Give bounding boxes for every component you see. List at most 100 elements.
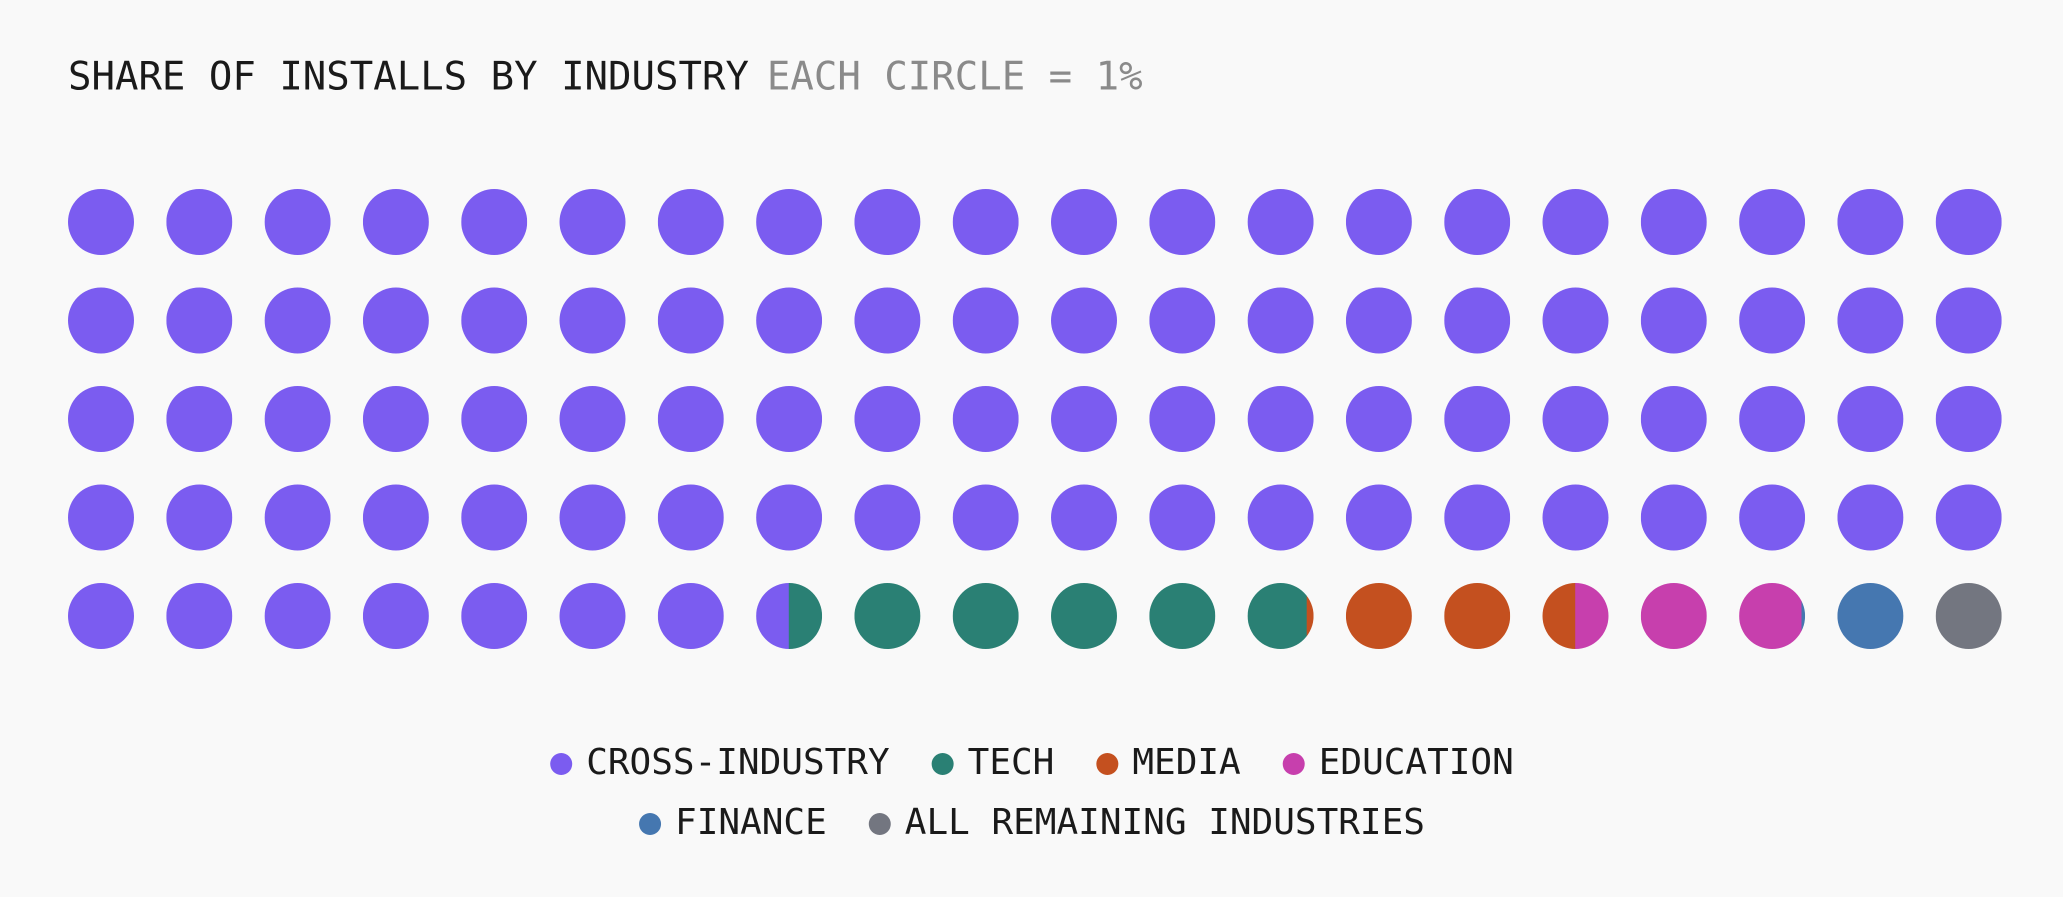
waffle-cell [952,189,1019,255]
legend-swatch [1282,753,1305,775]
waffle-cell [657,386,724,452]
waffle-cell [1444,287,1511,354]
waffle-cell [1149,583,1216,649]
waffle-cell [1149,287,1216,354]
legend-swatch [639,813,662,835]
waffle-cell [952,287,1019,354]
legend-swatch [931,753,954,775]
legend-label: ALL REMAINING INDUSTRIES [905,802,1425,843]
waffle-cell [657,583,724,649]
waffle-cell [264,386,331,452]
waffle-cell [166,583,233,649]
waffle-cell [1640,189,1707,255]
waffle-cell [1345,287,1412,354]
waffle-cell [1640,484,1707,551]
waffle-cell [461,583,528,649]
waffle-cell [1739,189,1806,255]
legend-swatch [1096,753,1119,775]
waffle-cell [1306,583,1314,649]
waffle-cell [1935,583,2002,649]
waffle-cell [1739,484,1806,551]
waffle-cell [559,386,626,452]
waffle-cell [1247,583,1307,649]
waffle-cell [461,189,528,255]
waffle-cell [1542,484,1609,551]
chart-subtitle: EACH CIRCLE = 1% [767,55,1143,100]
waffle-cell [1640,583,1707,649]
legend-item: EDUCATION [1282,742,1514,783]
waffle-cell [1149,386,1216,452]
waffle-cell [1640,386,1707,452]
waffle-cell [559,287,626,354]
waffle-cell [1935,189,2002,255]
waffle-cell [68,583,134,649]
waffle-cell [68,287,134,354]
waffle-cell [362,583,429,649]
waffle-cell [1837,189,1904,255]
waffle-cell [166,189,233,255]
waffle-cell [1051,287,1117,354]
waffle-cell [166,287,233,354]
legend-item: MEDIA [1096,742,1241,783]
waffle-cell [756,583,790,649]
waffle-series [788,583,1307,649]
waffle-cell [362,386,429,452]
legend-label: FINANCE [675,802,827,843]
waffle-series [1306,583,1576,649]
waffle-cell [1149,484,1216,551]
waffle-cell [461,386,528,452]
legend-label: TECH [968,742,1055,783]
waffle-cell [166,386,233,452]
waffle-cell [1051,386,1117,452]
waffle-cell [1149,189,1216,255]
legend-swatch [868,813,891,835]
waffle-cell [1837,484,1904,551]
waffle-series [1575,583,1802,649]
waffle-cell [1837,583,1904,649]
waffle-cell [1051,189,1117,255]
legend-item: ALL REMAINING INDUSTRIES [868,802,1425,843]
waffle-cell [1444,189,1511,255]
waffle-cell [1935,386,2002,452]
waffle-cell [1247,287,1314,354]
waffle-cell [1542,583,1576,649]
waffle-cell [461,484,528,551]
legend-label: EDUCATION [1319,742,1514,783]
waffle-cell [1345,386,1412,452]
waffle-cell [1345,583,1412,649]
waffle-cell [68,189,134,255]
waffle-cell [559,583,626,649]
waffle-cell [756,189,823,255]
waffle-cell [559,189,626,255]
waffle-cell [1051,484,1117,551]
waffle-cell [756,287,823,354]
waffle-cell [756,386,823,452]
waffle-cell [1935,287,2002,354]
waffle-cell [362,287,429,354]
legend-label: MEDIA [1132,742,1241,783]
waffle-cell [264,287,331,354]
waffle-cell [952,583,1019,649]
legend-item: TECH [931,742,1055,783]
waffle-cell [1935,484,2002,551]
waffle-cell [1542,386,1609,452]
legend-item: FINANCE [639,802,827,843]
waffle-cell [559,484,626,551]
chart-title: SHARE OF INSTALLS BY INDUSTRY [68,55,749,100]
waffle-cell [952,484,1019,551]
waffle-cell [461,287,528,354]
waffle-cell [756,484,823,551]
waffle-cell [788,583,823,649]
waffle-cell [1640,287,1707,354]
waffle-cell [1837,386,1904,452]
waffle-cell [854,189,921,255]
waffle-cell [68,386,134,452]
waffle-cell [362,189,429,255]
waffle-series [1801,583,1904,649]
waffle-cell [166,484,233,551]
waffle-cell [264,583,331,649]
waffle-cell [657,484,724,551]
waffle-cell [854,583,921,649]
waffle-cell [264,189,331,255]
